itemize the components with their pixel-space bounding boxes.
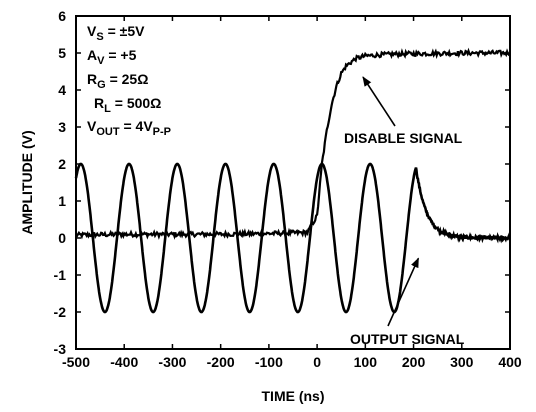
condition-value: = 25Ω: [106, 71, 149, 87]
condition-line: RL = 500Ω: [94, 95, 161, 115]
condition-symbol: R: [87, 71, 97, 87]
condition-value: = 4V: [120, 118, 154, 134]
axes-layer: -500 -400 -300 -200 -100 0 100 200 300 400 -3 -2 -1 0…: [54, 8, 522, 370]
y-tick-label: -1: [54, 267, 67, 283]
output-signal-arrow: [387, 257, 420, 327]
output-signal-line: [74, 162, 511, 314]
x-tick-label: -100: [255, 354, 283, 370]
y-tick-label: 1: [58, 193, 66, 209]
disable-signal-line: [75, 47, 511, 240]
x-tick-label: -500: [62, 354, 90, 370]
x-tick-label: -400: [110, 354, 138, 370]
condition-subscript: OUT: [96, 126, 120, 138]
y-tick-label: 0: [58, 230, 66, 246]
y-tick-label: -2: [54, 304, 67, 320]
output-signal-label: OUTPUT SIGNAL: [350, 331, 465, 347]
condition-subscript: G: [97, 79, 106, 91]
condition-subscript: P-P: [153, 126, 171, 138]
condition-symbol: V: [87, 118, 97, 134]
x-tick-label: 400: [498, 354, 522, 370]
x-tick-label: 0: [313, 354, 321, 370]
x-tick-label: 200: [402, 354, 426, 370]
plot-frame: [75, 15, 511, 350]
x-tick-label: 300: [450, 354, 474, 370]
y-tick-label: -3: [54, 341, 67, 357]
condition-line: VOUT = 4VP-P: [87, 118, 171, 138]
condition-symbol: A: [87, 47, 97, 63]
condition-line: AV = +5: [87, 47, 137, 67]
condition-subscript: S: [96, 31, 103, 43]
y-tick-label: 5: [58, 45, 66, 61]
condition-subscript: V: [97, 55, 105, 67]
condition-symbol: R: [94, 95, 104, 111]
y-tick-label: 2: [58, 156, 66, 172]
condition-value: = ±5V: [104, 23, 145, 39]
y-axis-title: AMPLITUDE (V): [19, 130, 35, 234]
disable-signal-arrow: [362, 76, 396, 127]
condition-symbol: V: [87, 23, 97, 39]
x-tick-label: 100: [354, 354, 378, 370]
series-layer: [74, 47, 511, 314]
x-tick-label: -300: [158, 354, 186, 370]
condition-value: = +5: [104, 47, 136, 63]
y-tick-label: 3: [58, 119, 66, 135]
condition-line: RG = 25Ω: [87, 71, 148, 91]
condition-value: = 500Ω: [111, 95, 162, 111]
y-tick-label: 6: [58, 8, 66, 24]
x-tick-label: -200: [207, 354, 235, 370]
condition-line: VS = ±5V: [87, 23, 145, 43]
y-tick-label: 4: [58, 82, 66, 98]
x-axis-title: TIME (ns): [262, 388, 325, 404]
condition-subscript: L: [104, 103, 111, 115]
annotation-layer: DISABLE SIGNAL OUTPUT SIGNAL: [344, 76, 465, 347]
disable-signal-label: DISABLE SIGNAL: [344, 130, 463, 146]
